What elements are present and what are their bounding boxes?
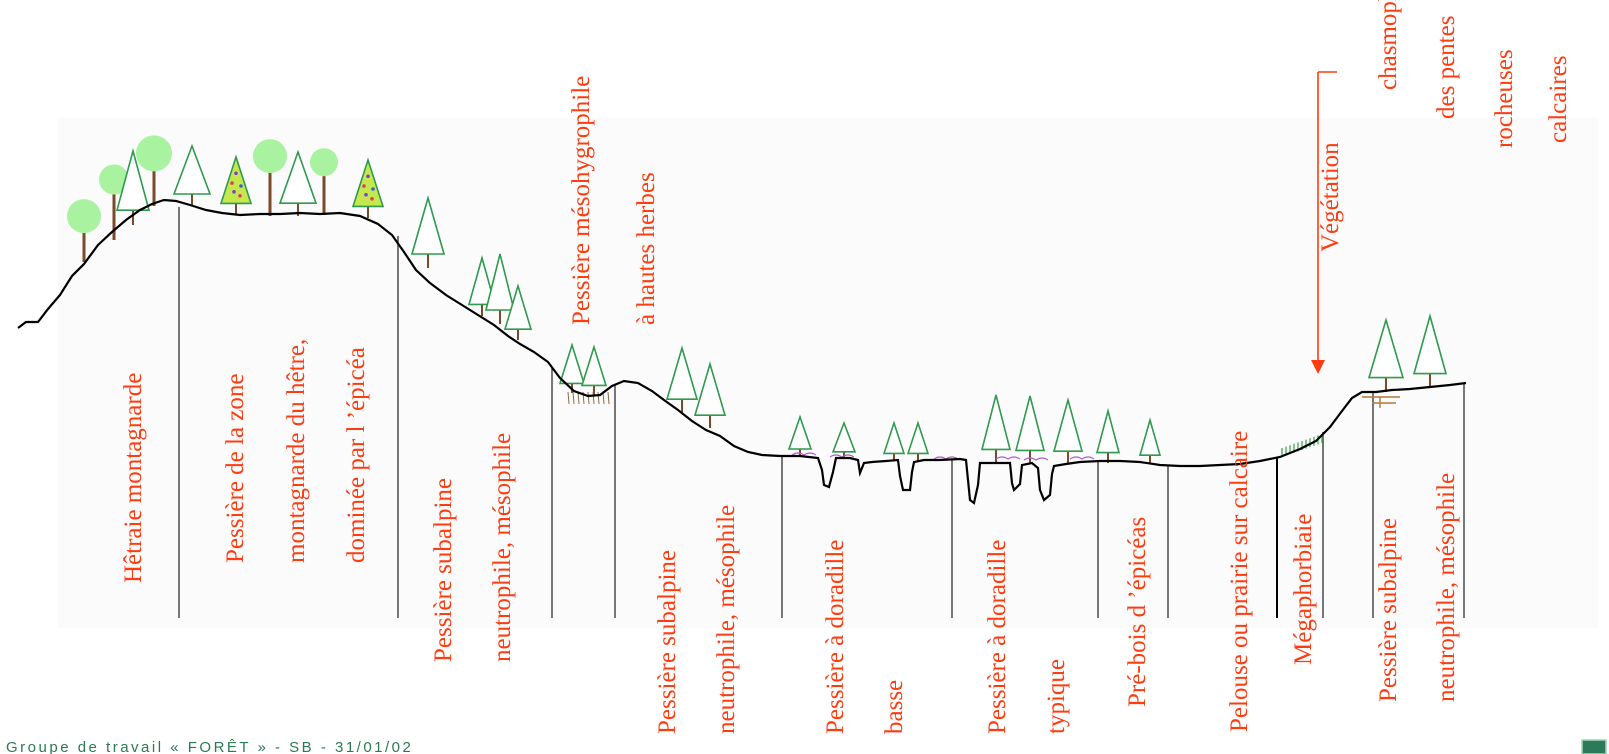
zone-label: Pessière mésohygrophile (568, 76, 595, 325)
zone-label: des pentes (1433, 16, 1460, 119)
zone-label: typique (1043, 659, 1070, 734)
spruce-tree (467, 255, 497, 316)
zone-label: neutrophile, mésophile (1433, 473, 1460, 702)
zone-label: rocheuses (1491, 49, 1518, 148)
slide-nav-icon[interactable] (1581, 739, 1607, 754)
zone-label: Pessière de la zone (222, 373, 249, 563)
zone-label: Pessière subalpine (654, 550, 681, 734)
spruce-tree (558, 342, 586, 393)
spruce-tree (665, 345, 699, 412)
ground-vegetation (567, 391, 1400, 461)
zone-label: Pessière subalpine (1375, 518, 1402, 702)
zone-label: Hêtraie montagnarde (120, 373, 147, 583)
spruce-tree (1367, 317, 1405, 392)
dotted-spruce-tree (219, 154, 253, 215)
zone-dividers (178, 207, 1465, 618)
beech-tree (136, 135, 172, 206)
zone-label: Végétation (1317, 142, 1344, 252)
annotation-arrow (1311, 71, 1337, 374)
footer-credit: Groupe de travail « FORÊT » - SB - 31/01… (6, 739, 413, 754)
zone-label: Pré-bois d ’épicéas (1124, 517, 1151, 707)
spruce-tree (1412, 313, 1448, 388)
zone-label: Pessière subalpine (430, 478, 457, 662)
zone-label: Pelouse ou prairie sur calcaire (1226, 431, 1253, 732)
spruce-tree (980, 394, 1012, 463)
zone-label: Mégaphorbiaie (1290, 514, 1317, 665)
beech-tree (310, 148, 338, 215)
zone-label: basse (881, 680, 908, 734)
zone-label: Pessière à doradille (822, 540, 849, 734)
spruce-tree (410, 195, 446, 268)
spruce-tree (1138, 417, 1162, 464)
spruce-tree (580, 344, 608, 395)
zone-label: montagnarde du hêtre, (283, 339, 310, 563)
dotted-spruce-tree (351, 157, 385, 218)
beech-tree (67, 199, 101, 262)
zone-label: Pessière à doradille (984, 540, 1011, 734)
terrain-profile (17, 198, 1467, 505)
zone-label: neutrophile, mésophile (713, 505, 740, 734)
beech-tree (253, 139, 287, 216)
spruce-tree (693, 361, 727, 428)
zone-label: à hautes herbes (633, 172, 660, 325)
zone-label: chasmophytique (1375, 0, 1402, 90)
spruce-tree (172, 143, 212, 206)
spruce-tree (484, 253, 516, 324)
vegetation-layer (67, 135, 1448, 464)
zone-label: dominée par l ’épicéa (343, 347, 370, 563)
zone-labels: Hêtraie montagnarde Pessière de la zone mo… (120, 0, 1572, 734)
spruce-tree (1014, 395, 1046, 464)
spruce-tree (906, 420, 930, 461)
spruce-tree (503, 283, 533, 340)
zone-label: calcaires (1545, 56, 1572, 143)
spruce-tree (1052, 396, 1084, 464)
zone-label: neutrophile, mésophile (489, 433, 516, 662)
